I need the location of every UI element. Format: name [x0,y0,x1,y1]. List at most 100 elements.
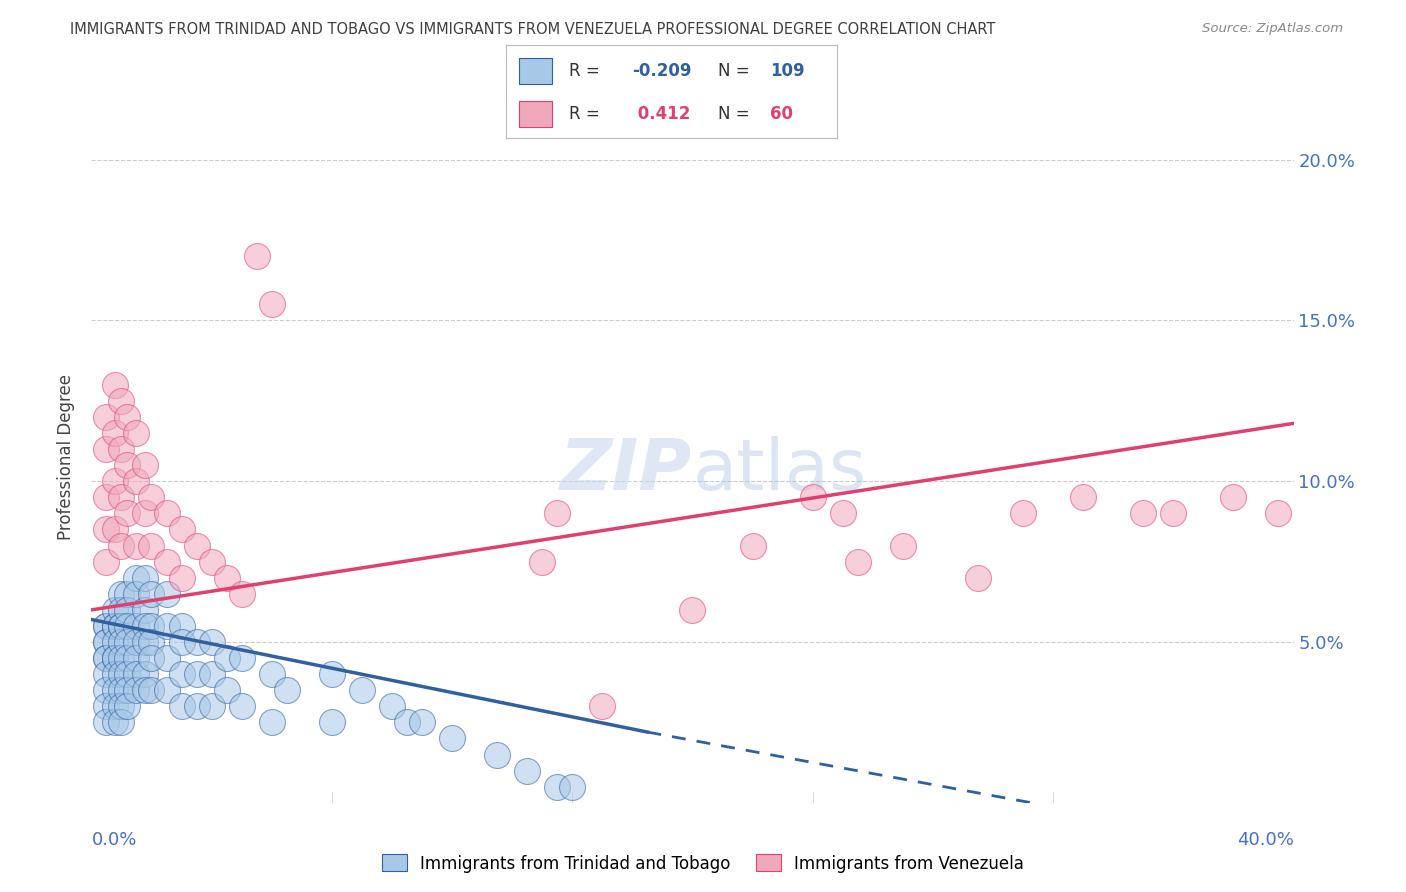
Point [155,587,177,601]
Point [170,571,193,585]
Point [546,780,568,794]
Point [110,651,132,665]
Point [395,715,418,730]
Point [546,507,568,521]
Point [260,297,283,311]
Point [1012,507,1035,521]
Point [104,425,127,440]
Point [117,507,139,521]
Legend: Immigrants from Trinidad and Tobago, Immigrants from Venezuela: Immigrants from Trinidad and Tobago, Imm… [375,847,1031,880]
Point [350,683,373,698]
Point [846,555,869,569]
Point [96,409,118,424]
Point [170,667,193,681]
Text: R =: R = [569,62,600,79]
Point [201,635,224,649]
Point [411,715,433,730]
Point [104,699,127,714]
Point [801,491,824,505]
Point [170,635,193,649]
Point [155,555,177,569]
Point [104,651,127,665]
Point [141,587,163,601]
Point [741,539,763,553]
Point [104,619,127,633]
Point [104,715,127,730]
Text: 40.0%: 40.0% [1237,831,1294,849]
Point [96,555,118,569]
Point [231,699,253,714]
Point [110,635,132,649]
Text: -0.209: -0.209 [631,62,692,79]
Point [117,699,139,714]
Point [110,619,132,633]
Point [110,715,132,730]
Point [967,571,990,585]
Text: 0.0%: 0.0% [91,831,136,849]
Point [96,635,118,649]
Point [110,442,132,456]
Point [117,667,139,681]
Point [155,683,177,698]
Point [186,699,208,714]
Point [1132,507,1154,521]
Point [125,571,148,585]
Point [117,651,139,665]
Text: 0.412: 0.412 [631,105,690,123]
Point [117,619,139,633]
Point [104,635,127,649]
Text: N =: N = [717,62,749,79]
Point [155,507,177,521]
Point [134,507,156,521]
Point [201,555,224,569]
Point [96,491,118,505]
Point [516,764,538,778]
Point [96,523,118,537]
Point [125,475,148,489]
Point [110,619,132,633]
Point [231,587,253,601]
Point [201,667,224,681]
Point [215,571,238,585]
Point [141,491,163,505]
Point [110,683,132,698]
Point [117,587,139,601]
Point [1267,507,1289,521]
Point [117,683,139,698]
Point [891,539,914,553]
Point [104,523,127,537]
Point [104,667,127,681]
Point [96,667,118,681]
Point [104,603,127,617]
Y-axis label: Professional Degree: Professional Degree [58,374,76,541]
FancyBboxPatch shape [519,58,553,84]
Point [125,635,148,649]
Point [125,651,148,665]
Point [104,619,127,633]
Text: IMMIGRANTS FROM TRINIDAD AND TOBAGO VS IMMIGRANTS FROM VENEZUELA PROFESSIONAL DE: IMMIGRANTS FROM TRINIDAD AND TOBAGO VS I… [70,22,995,37]
Point [104,475,127,489]
Point [155,619,177,633]
Point [186,539,208,553]
Point [110,587,132,601]
Point [531,555,554,569]
Point [104,651,127,665]
Point [96,715,118,730]
Point [831,507,853,521]
Point [96,619,118,633]
Point [141,539,163,553]
Point [96,635,118,649]
Point [134,603,156,617]
Point [125,619,148,633]
Point [276,683,298,698]
Text: 109: 109 [770,62,806,79]
Point [486,747,509,762]
FancyBboxPatch shape [519,101,553,127]
Point [125,667,148,681]
Point [134,458,156,473]
Point [117,603,139,617]
Point [321,715,343,730]
Point [110,699,132,714]
Point [260,667,283,681]
Point [110,667,132,681]
